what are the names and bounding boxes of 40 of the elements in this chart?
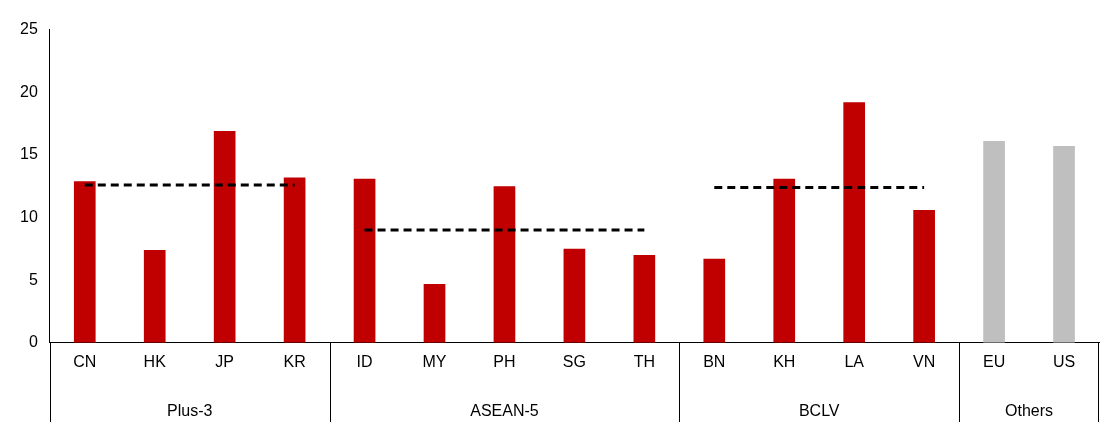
bar	[773, 178, 796, 343]
bar	[913, 210, 935, 343]
x-tick-label: VN	[913, 352, 936, 370]
y-tick-label: 10	[20, 207, 38, 225]
bar	[633, 255, 656, 343]
x-tick-label: HK	[143, 352, 167, 370]
bar	[73, 181, 96, 343]
x-tick-label: KH	[773, 352, 796, 370]
x-tick-label: LA	[844, 352, 865, 370]
bar	[213, 131, 236, 343]
x-tick-label: SG	[562, 352, 586, 370]
bar	[703, 258, 726, 343]
x-tick-label: ID	[356, 352, 373, 370]
bar	[283, 177, 306, 343]
y-tick-label: 15	[20, 145, 38, 163]
x-tick-label: MY	[422, 352, 447, 370]
bar	[423, 283, 446, 343]
bar	[1053, 146, 1075, 343]
text: Others	[1005, 402, 1054, 420]
y-tick-label: 5	[28, 270, 38, 288]
text: ASEAN-5	[470, 402, 539, 420]
y-tick-label: 0	[28, 333, 38, 351]
x-tick-label: KR	[283, 352, 306, 370]
bar	[143, 250, 166, 343]
bar	[983, 141, 1005, 343]
text: Plus-3	[167, 402, 213, 420]
bar	[353, 178, 376, 343]
y-tick-label: 25	[20, 20, 38, 38]
bar	[843, 102, 866, 343]
bar	[563, 248, 586, 343]
x-tick-label: JP	[215, 352, 234, 370]
x-tick-label: BN	[703, 352, 726, 370]
y-tick-label: 20	[20, 82, 38, 100]
x-tick-label: PH	[493, 352, 516, 370]
text: BCLV	[798, 402, 840, 420]
x-tick-label: CN	[73, 352, 97, 370]
x-tick-label: EU	[982, 352, 1006, 370]
bar	[493, 186, 516, 343]
x-tick-label: US	[1052, 352, 1076, 370]
x-tick-label: TH	[633, 352, 656, 370]
